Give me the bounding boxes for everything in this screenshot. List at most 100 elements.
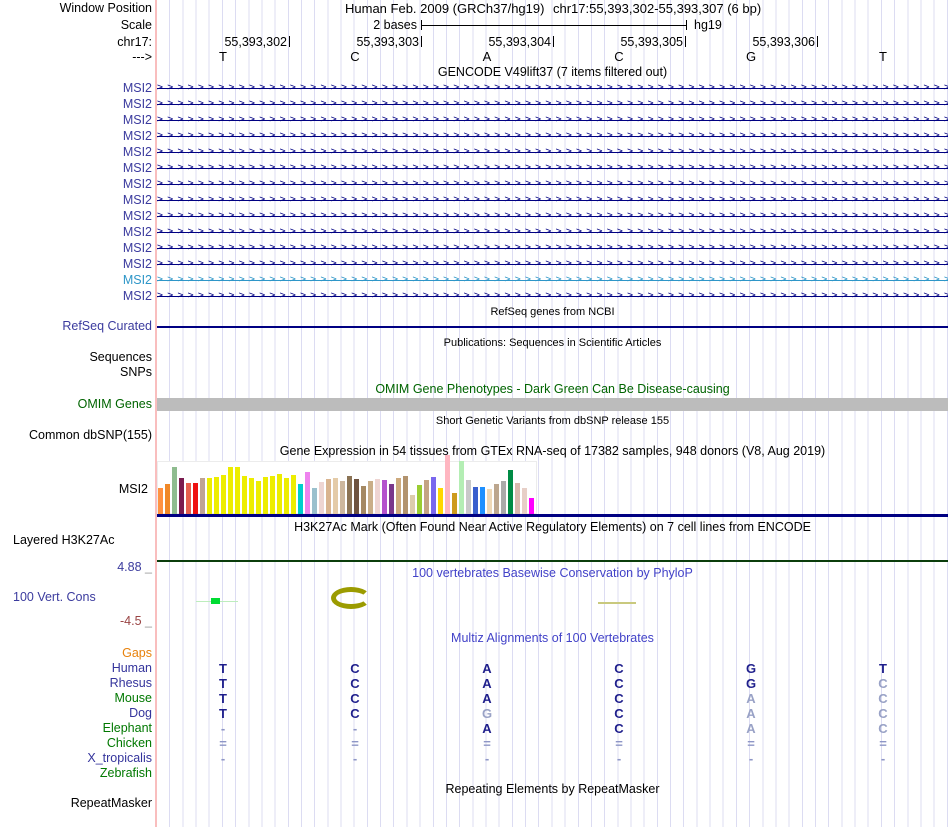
gencode-transcript-label[interactable]: MSI2 xyxy=(122,257,152,271)
multiz-base[interactable]: A xyxy=(482,721,492,736)
gencode-transcript[interactable]: >>>>>>>>>>>>>>>>>>>>>>>>>>>>>>>>>>>>>>>>… xyxy=(157,80,948,96)
gtex-expression-bar[interactable] xyxy=(354,479,359,514)
gtex-expression-bar[interactable] xyxy=(431,477,436,514)
gencode-transcript-label[interactable]: MSI2 xyxy=(122,97,152,111)
multiz-species-label[interactable]: Rhesus xyxy=(109,676,152,690)
gtex-expression-bar[interactable] xyxy=(249,478,254,514)
multiz-base[interactable]: C xyxy=(350,706,360,721)
multiz-base[interactable]: = xyxy=(615,736,623,751)
snps-label[interactable]: SNPs xyxy=(120,365,152,379)
gtex-expression-bar[interactable] xyxy=(396,478,401,514)
gencode-transcript[interactable]: >>>>>>>>>>>>>>>>>>>>>>>>>>>>>>>>>>>>>>>>… xyxy=(157,160,948,176)
gencode-transcript[interactable]: >>>>>>>>>>>>>>>>>>>>>>>>>>>>>>>>>>>>>>>>… xyxy=(157,144,948,160)
gencode-transcript[interactable]: >>>>>>>>>>>>>>>>>>>>>>>>>>>>>>>>>>>>>>>>… xyxy=(157,240,948,256)
gencode-transcript-label[interactable]: MSI2 xyxy=(122,129,152,143)
gencode-transcript-label[interactable]: MSI2 xyxy=(122,113,152,127)
multiz-base[interactable]: C xyxy=(614,661,624,676)
multiz-species-label[interactable]: Dog xyxy=(129,706,152,720)
gtex-expression-bar[interactable] xyxy=(438,488,443,514)
gencode-transcript[interactable]: >>>>>>>>>>>>>>>>>>>>>>>>>>>>>>>>>>>>>>>>… xyxy=(157,176,948,192)
gencode-transcript-label[interactable]: MSI2 xyxy=(122,193,152,207)
gtex-expression-bar[interactable] xyxy=(207,478,212,514)
gtex-expression-bar[interactable] xyxy=(319,482,324,514)
multiz-base[interactable]: T xyxy=(219,691,227,706)
multiz-species-label[interactable]: X_tropicalis xyxy=(87,751,152,765)
gtex-expression-bar[interactable] xyxy=(305,472,310,514)
gtex-expression-bar[interactable] xyxy=(459,461,464,514)
gencode-transcript[interactable]: >>>>>>>>>>>>>>>>>>>>>>>>>>>>>>>>>>>>>>>>… xyxy=(157,256,948,272)
multiz-base[interactable]: - xyxy=(748,751,754,766)
gtex-expression-bar[interactable] xyxy=(529,498,534,514)
multiz-species-label[interactable]: Mouse xyxy=(114,691,152,705)
gtex-expression-bar[interactable] xyxy=(326,479,331,514)
multiz-base[interactable]: A xyxy=(746,721,756,736)
gencode-transcript[interactable]: >>>>>>>>>>>>>>>>>>>>>>>>>>>>>>>>>>>>>>>>… xyxy=(157,96,948,112)
gencode-transcript[interactable]: >>>>>>>>>>>>>>>>>>>>>>>>>>>>>>>>>>>>>>>>… xyxy=(157,288,948,304)
multiz-base[interactable]: - xyxy=(880,751,886,766)
gencode-transcript-label[interactable]: MSI2 xyxy=(122,273,152,287)
multiz-base[interactable]: G xyxy=(745,676,757,691)
gencode-transcript[interactable]: >>>>>>>>>>>>>>>>>>>>>>>>>>>>>>>>>>>>>>>>… xyxy=(157,128,948,144)
gencode-transcript-label[interactable]: MSI2 xyxy=(122,81,152,95)
phylop-signal-line-2[interactable] xyxy=(598,602,636,604)
gencode-transcript-label[interactable]: MSI2 xyxy=(122,241,152,255)
gtex-expression-bar[interactable] xyxy=(515,483,520,514)
multiz-base[interactable]: = xyxy=(747,736,755,751)
gtex-expression-bar[interactable] xyxy=(375,479,380,514)
gtex-expression-bar[interactable] xyxy=(382,480,387,514)
gtex-expression-bar[interactable] xyxy=(228,467,233,514)
gtex-expression-bar[interactable] xyxy=(508,470,513,514)
gencode-transcript[interactable]: >>>>>>>>>>>>>>>>>>>>>>>>>>>>>>>>>>>>>>>>… xyxy=(157,192,948,208)
multiz-base[interactable]: = xyxy=(483,736,491,751)
gtex-expression-bar[interactable] xyxy=(186,483,191,514)
multiz-base[interactable]: = xyxy=(219,736,227,751)
refseq-curated-gene-line[interactable] xyxy=(157,326,948,328)
gtex-expression-bar[interactable] xyxy=(214,477,219,514)
gtex-expression-bar[interactable] xyxy=(466,480,471,514)
gencode-transcript-label[interactable]: MSI2 xyxy=(122,209,152,223)
multiz-base[interactable]: A xyxy=(482,676,492,691)
multiz-species-label[interactable]: Elephant xyxy=(102,721,152,735)
gtex-expression-bar[interactable] xyxy=(501,481,506,514)
multiz-base[interactable]: C xyxy=(878,706,888,721)
multiz-base[interactable]: T xyxy=(879,661,887,676)
gtex-expression-bar[interactable] xyxy=(403,476,408,514)
gencode-transcript-label[interactable]: MSI2 xyxy=(122,225,152,239)
gencode-transcript-label[interactable]: MSI2 xyxy=(122,177,152,191)
gencode-transcript[interactable]: >>>>>>>>>>>>>>>>>>>>>>>>>>>>>>>>>>>>>>>>… xyxy=(157,112,948,128)
gtex-expression-bar[interactable] xyxy=(480,487,485,514)
layered-h3k27ac-label[interactable]: Layered H3K27Ac xyxy=(13,533,115,547)
gtex-expression-bar[interactable] xyxy=(368,481,373,514)
gtex-expression-bar[interactable] xyxy=(193,483,198,514)
gtex-expression-bar[interactable] xyxy=(263,477,268,514)
multiz-species-label[interactable]: Zebrafish xyxy=(99,766,152,780)
multiz-base[interactable]: C xyxy=(878,721,888,736)
gtex-expression-bar[interactable] xyxy=(424,480,429,514)
h3k27ac-signal-baseline[interactable] xyxy=(157,560,948,562)
gtex-expression-bar[interactable] xyxy=(473,487,478,514)
multiz-base[interactable]: C xyxy=(614,676,624,691)
gtex-expression-bar[interactable] xyxy=(221,475,226,514)
gencode-transcript[interactable]: >>>>>>>>>>>>>>>>>>>>>>>>>>>>>>>>>>>>>>>>… xyxy=(157,208,948,224)
multiz-base[interactable]: = xyxy=(879,736,887,751)
multiz-base[interactable]: C xyxy=(350,676,360,691)
gtex-expression-bar[interactable] xyxy=(389,484,394,514)
gtex-expression-bar[interactable] xyxy=(242,476,247,514)
gtex-expression-bar[interactable] xyxy=(291,475,296,514)
multiz-base[interactable]: A xyxy=(482,691,492,706)
conservation-track-label[interactable]: 100 Vert. Cons xyxy=(13,590,96,604)
gtex-expression-bar[interactable] xyxy=(172,467,177,514)
gtex-expression-bar[interactable] xyxy=(522,488,527,514)
multiz-base[interactable]: T xyxy=(219,706,227,721)
multiz-base[interactable]: T xyxy=(219,661,227,676)
gtex-expression-bar[interactable] xyxy=(333,478,338,514)
multiz-base[interactable]: A xyxy=(482,661,492,676)
multiz-species-label[interactable]: Gaps xyxy=(122,646,152,660)
multiz-base[interactable]: A xyxy=(746,706,756,721)
multiz-base[interactable]: C xyxy=(878,676,888,691)
gtex-expression-bar[interactable] xyxy=(312,488,317,514)
multiz-base[interactable]: - xyxy=(352,751,358,766)
gtex-expression-bar[interactable] xyxy=(298,484,303,514)
omim-gene-bar[interactable] xyxy=(157,398,948,411)
multiz-base[interactable]: A xyxy=(746,691,756,706)
